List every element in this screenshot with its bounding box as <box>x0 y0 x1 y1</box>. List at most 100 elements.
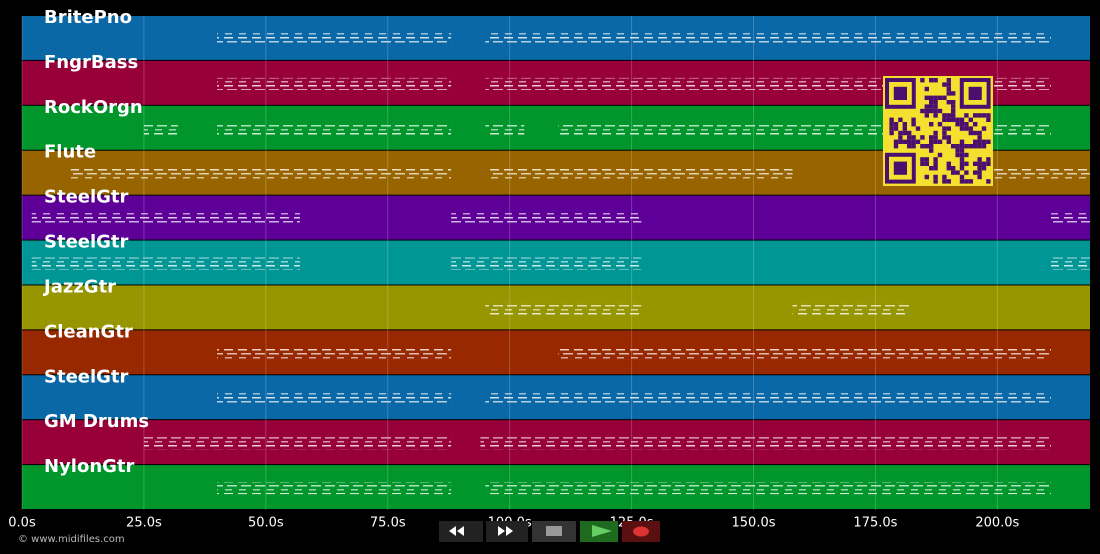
qr-cell <box>986 113 991 118</box>
qr-cell <box>893 126 899 131</box>
qr-cell <box>946 78 951 83</box>
qr-cell <box>937 108 943 114</box>
qr-cell <box>959 161 965 166</box>
qr-cell <box>902 122 907 127</box>
qr-finder <box>885 78 916 109</box>
note-segment <box>217 33 452 45</box>
qr-cell <box>929 139 934 144</box>
qr-cell <box>889 126 894 131</box>
qr-cell <box>942 95 947 100</box>
qr-cell <box>951 166 956 171</box>
note-segment <box>490 167 793 180</box>
qr-cell <box>946 100 951 105</box>
note-segment <box>217 347 452 360</box>
qr-cell <box>973 130 978 136</box>
qr-cell <box>946 91 951 96</box>
note-segment <box>31 257 300 270</box>
qr-cell <box>955 122 960 127</box>
qr-cell <box>924 113 929 118</box>
qr-cell <box>968 117 973 122</box>
qr-cell <box>933 95 938 100</box>
qr-cell <box>902 139 907 144</box>
qr-cell <box>920 135 925 140</box>
qr-cell <box>933 166 938 171</box>
qr-cell <box>977 135 982 140</box>
qr-cell <box>929 144 934 149</box>
track-name: BritePno <box>44 7 132 28</box>
forward-icon <box>498 526 513 536</box>
qr-cell <box>929 104 934 109</box>
qr-cell <box>889 117 894 122</box>
track-name: CleanGtr <box>44 321 133 342</box>
qr-cell <box>959 166 965 171</box>
note-segment <box>1050 212 1090 225</box>
note-segment <box>143 122 179 135</box>
qr-cell <box>902 126 907 131</box>
qr-cell <box>933 108 938 114</box>
qr-cell <box>929 135 934 140</box>
qr-cell <box>889 122 894 127</box>
qr-cell <box>929 100 934 105</box>
qr-cell <box>959 126 965 131</box>
track-name: FngrBass <box>44 52 138 73</box>
qr-cell <box>959 144 965 149</box>
play-icon <box>592 525 612 537</box>
qr-cell <box>942 82 947 87</box>
track-name: JazzGtr <box>42 276 116 297</box>
qr-finder-core <box>968 86 982 100</box>
qr-cell <box>964 179 969 184</box>
qr-cell <box>929 122 934 127</box>
qr-cell <box>907 135 912 140</box>
qr-cell <box>933 78 938 83</box>
note-segment <box>1050 257 1090 270</box>
qr-cell <box>907 130 912 136</box>
qr-cell <box>964 122 969 127</box>
qr-cell <box>964 113 969 118</box>
qr-cell <box>946 86 951 92</box>
qr-cell <box>986 157 991 162</box>
qr-cell <box>898 139 903 144</box>
qr-finder <box>885 152 916 184</box>
qr-cell <box>937 95 943 100</box>
note-segment <box>217 482 452 495</box>
qr-cell <box>959 152 965 158</box>
qr-cell <box>920 144 925 149</box>
qr-cell <box>981 166 987 171</box>
qr-code <box>883 76 993 186</box>
qr-cell <box>937 122 943 127</box>
qr-cell <box>973 144 978 149</box>
qr-cell <box>959 117 965 122</box>
track-name: Flute <box>44 142 96 163</box>
note-segment <box>485 122 525 135</box>
qr-cell <box>977 113 982 118</box>
qr-cell <box>959 122 965 127</box>
qr-cell <box>959 179 965 184</box>
qr-cell <box>933 157 938 162</box>
qr-cell <box>968 126 973 131</box>
x-tick-label: 175.0s <box>853 516 897 531</box>
qr-cell <box>955 148 960 153</box>
stop-icon <box>546 526 562 536</box>
note-segment <box>485 33 1051 45</box>
qr-cell <box>964 152 969 158</box>
qr-cell <box>964 161 969 166</box>
qr-cell <box>955 170 960 175</box>
qr-cell <box>898 117 903 122</box>
qr-cell <box>968 144 973 149</box>
qr-cell <box>977 157 982 162</box>
record-icon <box>633 526 649 537</box>
qr-cell <box>973 122 978 127</box>
qr-cell <box>933 113 938 118</box>
qr-cell <box>955 117 960 122</box>
x-tick-label: 150.0s <box>732 516 776 531</box>
qr-cell <box>924 108 929 114</box>
qr-cell <box>933 104 938 109</box>
qr-cell <box>977 161 982 166</box>
qr-cell <box>946 135 951 140</box>
qr-cell <box>929 166 934 171</box>
qr-cell <box>959 148 965 153</box>
qr-cell <box>968 130 973 136</box>
note-segment <box>485 392 1051 405</box>
qr-cell <box>951 113 956 118</box>
